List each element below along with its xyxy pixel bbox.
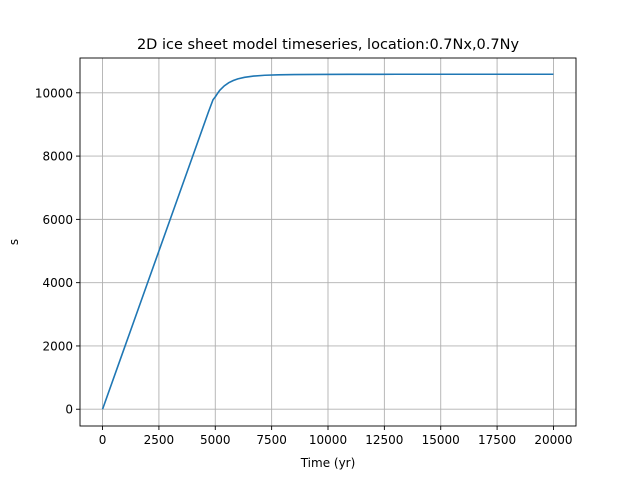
x-tick-label: 5000 [200, 433, 231, 447]
y-tick-label: 2000 [42, 339, 73, 353]
x-tick-label: 20000 [534, 433, 572, 447]
y-tick-label: 10000 [35, 86, 73, 100]
y-tick-label: 6000 [42, 213, 73, 227]
series-line [101, 73, 554, 410]
x-tick-label: 15000 [422, 433, 460, 447]
grid [80, 58, 576, 426]
y-axis-label: s [7, 239, 21, 245]
x-tick-label: 12500 [365, 433, 403, 447]
x-tick-label: 10000 [309, 433, 347, 447]
chart-title: 2D ice sheet model timeseries, location:… [137, 37, 520, 53]
x-tick-label: 7500 [256, 433, 287, 447]
x-tick-label: 17500 [478, 433, 516, 447]
series-layer [101, 73, 554, 410]
x-tick-label: 0 [99, 433, 107, 447]
axis-ticks: 0 2500 5000 7500 10000 12500 15000 17500 20000 0 2… [35, 86, 573, 447]
y-tick-label: 8000 [42, 150, 73, 164]
y-tick-label: 0 [65, 403, 73, 417]
y-tick-label: 4000 [42, 276, 73, 290]
x-tick-label: 2500 [144, 433, 175, 447]
x-axis-label: Time (yr) [300, 456, 356, 470]
